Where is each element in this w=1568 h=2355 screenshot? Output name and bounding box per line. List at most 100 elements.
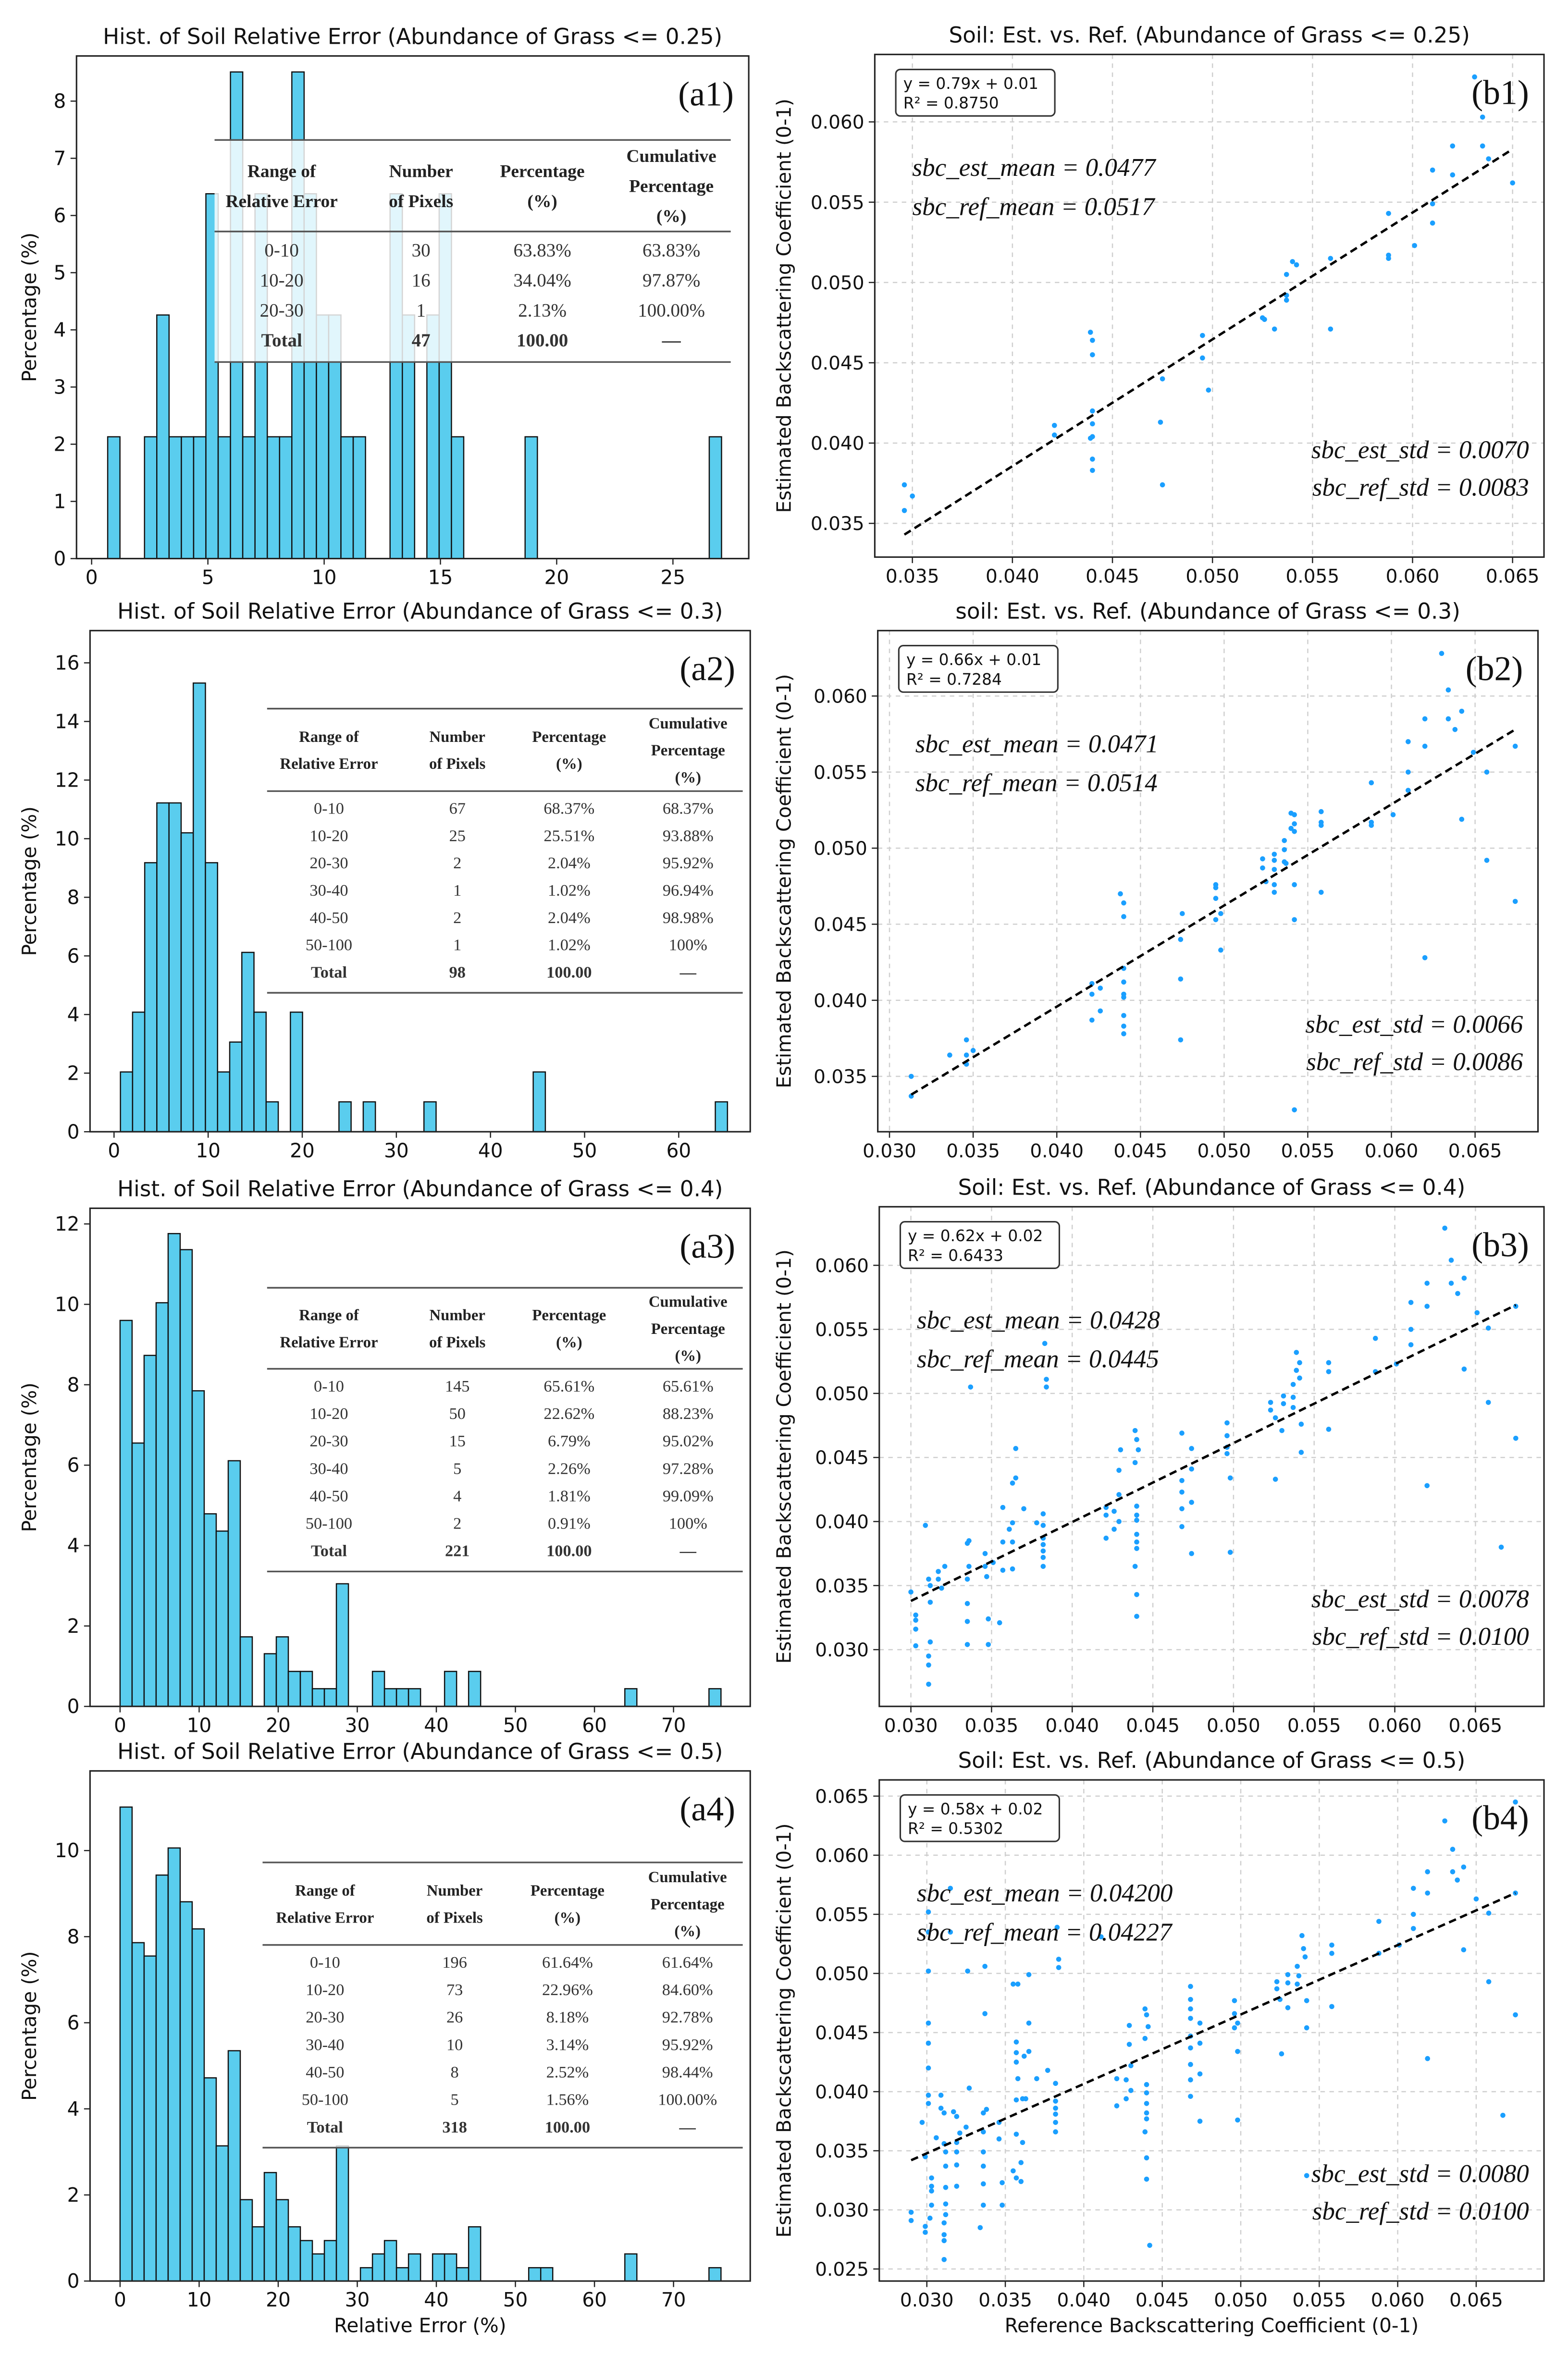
scatter-point	[1329, 1942, 1334, 1948]
table-cell: 16	[412, 270, 431, 291]
scatter-point	[1124, 2096, 1129, 2102]
scatter-point	[1232, 2025, 1237, 2031]
x-tick-label: 30	[345, 1714, 370, 1737]
scatter-point	[1011, 1981, 1016, 1987]
x-tick-label: 0.035	[965, 1715, 1019, 1737]
scatter-point	[1147, 2243, 1152, 2248]
y-tick-label: 2	[67, 2183, 80, 2207]
table-header: Relative Error	[280, 1334, 378, 1351]
histogram-bar	[715, 1101, 728, 1133]
y-axis-label: Percentage (%)	[18, 233, 41, 382]
x-tick-label: 0.040	[1030, 1140, 1084, 1162]
scatter-point	[1442, 1225, 1447, 1231]
scatter-point	[1098, 986, 1103, 991]
panel-label: (a4)	[679, 1789, 735, 1828]
scatter-point	[1179, 1430, 1185, 1436]
scatter-point	[1111, 1527, 1117, 1532]
scatter-point	[948, 1929, 953, 1935]
table-cell: 10	[446, 2035, 463, 2054]
y-axis-label: Estimated Backscattering Coefficient (0-…	[773, 99, 796, 513]
histogram-bar	[383, 2240, 397, 2282]
y-axis-label: Estimated Backscattering Coefficient (0-…	[773, 674, 796, 1088]
scatter-point	[1132, 1564, 1138, 1569]
x-tick-label: 10	[187, 2288, 212, 2311]
scatter-point	[1053, 2098, 1058, 2104]
table-row: 20-30 26 8.18% 92.78%	[306, 2008, 713, 2026]
est-mean-text: sbc_est_mean = 0.04200	[917, 1879, 1173, 1907]
scatter-point	[1450, 1869, 1456, 1874]
panel-label: (b1)	[1471, 73, 1529, 111]
histogram-bar	[624, 2253, 638, 2282]
histogram-bar	[456, 2267, 469, 2282]
scatter-point	[1053, 2120, 1058, 2125]
x-tick-label: 60	[582, 1714, 607, 1737]
y-tick-label: 10	[55, 1293, 80, 1316]
scatter-point	[1128, 2063, 1134, 2069]
table-cell: 25	[449, 826, 466, 845]
histogram-bar	[155, 1302, 169, 1707]
y-tick-label: 10	[55, 1839, 80, 1862]
scatter-point	[1040, 1511, 1046, 1517]
scatter-point	[1013, 2059, 1019, 2065]
table-header: (%)	[675, 769, 702, 786]
r-squared: R² = 0.5302	[908, 1820, 1003, 1838]
histogram-bar	[371, 2253, 385, 2282]
table-background	[267, 1288, 743, 1572]
scatter-point	[1328, 326, 1333, 332]
scatter-point	[1026, 1972, 1032, 1977]
scatter-point	[926, 1662, 931, 1668]
scatter-point	[981, 2202, 986, 2208]
histogram-bar	[407, 1688, 421, 1707]
scatter-point	[923, 1523, 928, 1528]
scatter-point	[1294, 262, 1299, 268]
table-cell: 5	[453, 1459, 461, 1478]
histogram-bar	[168, 802, 182, 1133]
scatter-point	[1056, 1965, 1062, 1970]
est-std-text: sbc_est_std = 0.0070	[1311, 436, 1529, 464]
scatter-point	[963, 2124, 969, 2130]
scatter-point	[966, 2085, 972, 2091]
table-cell: 1	[416, 300, 426, 321]
scatter-point	[1200, 333, 1205, 338]
histogram-bar	[156, 314, 170, 559]
chart-title: Soil: Est. vs. Ref. (Abundance of Grass …	[958, 1748, 1466, 1773]
scatter-point	[1484, 769, 1490, 775]
table-row: 50-100 1 1.02% 100%	[306, 936, 707, 954]
histogram-bar	[359, 2267, 373, 2282]
x-tick-label: 0.060	[1368, 1715, 1422, 1737]
axes-frame	[75, 55, 750, 560]
scatter-point	[982, 2011, 988, 2016]
x-tick-label: 0.060	[1365, 1140, 1419, 1162]
x-tick-label: 0.065	[1486, 566, 1540, 587]
y-tick-label: 0.040	[815, 2082, 869, 2103]
scatter-point	[1461, 1275, 1467, 1281]
scatter-point	[984, 2107, 989, 2112]
histogram-bar	[338, 1101, 352, 1133]
table-row: 0-10 145 65.61% 65.61%	[314, 1377, 714, 1395]
table-cell: 98	[449, 963, 466, 982]
scatter-point	[1445, 687, 1451, 693]
histogram-bar	[468, 2226, 482, 2282]
histogram-bar	[192, 682, 206, 1133]
histogram-bar	[217, 436, 231, 559]
scatter-point	[1144, 2082, 1149, 2087]
table-cell: 67	[449, 800, 466, 818]
axes-frame	[874, 53, 1545, 558]
scatter-point	[1160, 482, 1165, 488]
table-cell: 318	[442, 2118, 467, 2136]
table-cell: 0-10	[264, 240, 299, 260]
table-row: 20-30 15 6.79% 95.02%	[309, 1432, 713, 1450]
scatter-point	[1160, 376, 1165, 382]
scatter-point	[1272, 882, 1277, 888]
scatter-point	[1290, 1405, 1296, 1410]
y-tick-label: 0	[67, 1695, 80, 1718]
histogram-bar	[179, 1901, 193, 2282]
scatter-point	[1132, 1428, 1138, 1433]
panel-b3: Soil: Est. vs. Ref. (Abundance of Grass …	[773, 1174, 1545, 1737]
scatter-point	[948, 1886, 953, 1891]
x-tick-label: 0.050	[1207, 1715, 1260, 1737]
x-tick-label: 60	[667, 1139, 691, 1162]
table-cell: 145	[445, 1377, 470, 1395]
scatter-point	[1121, 914, 1126, 919]
scatter-point	[1121, 900, 1126, 906]
